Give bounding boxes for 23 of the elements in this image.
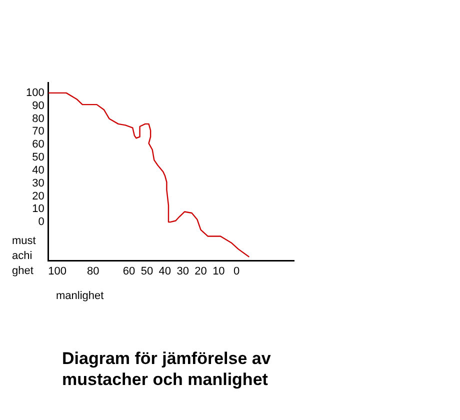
x-tick-label: 80: [87, 265, 100, 278]
x-tick-label: 40: [158, 265, 172, 278]
x-tick-label: 0: [234, 265, 240, 278]
x-axis-title: manlighet: [56, 290, 104, 302]
y-tick-label: 70: [32, 126, 44, 138]
x-tick-label: 10: [212, 265, 225, 278]
x-tick-label: 30: [176, 265, 189, 278]
y-tick-label: 0: [38, 216, 44, 228]
x-tick-label: 50: [140, 265, 154, 278]
x-tick-label: 20: [194, 265, 207, 278]
y-tick-label: 90: [32, 100, 44, 112]
y-axis-title: mustachighet: [12, 234, 36, 279]
y-tick-label: 80: [32, 112, 44, 125]
y-tick-label: 100: [26, 86, 44, 99]
y-tick-label: 10: [32, 203, 44, 216]
y-tick-label: 20: [32, 190, 44, 202]
y-tick-label: 50: [32, 152, 44, 164]
x-tick-label: 100: [48, 265, 66, 278]
y-tick-label: 30: [32, 177, 44, 190]
y-tick-label: 40: [32, 164, 44, 176]
y-tick-label: 60: [32, 138, 44, 151]
x-tick-label: 60: [122, 265, 136, 278]
text: Diagram för jämförelse av mustacher och manlighet: [62, 348, 272, 390]
